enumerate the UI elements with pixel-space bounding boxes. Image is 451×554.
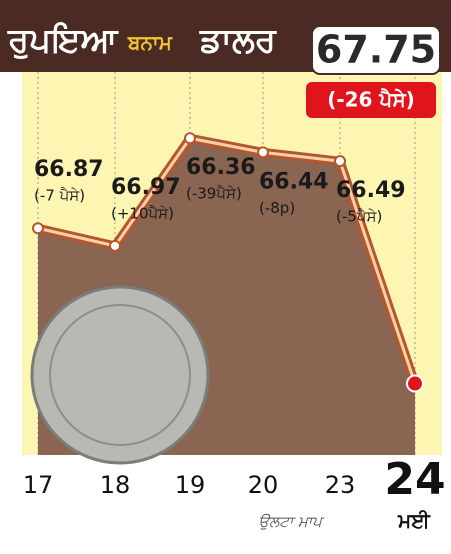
title-end: ਡਾਲਰ	[199, 21, 278, 61]
x-note: ਉਲਟਾ ਮਾਪ	[258, 513, 325, 531]
value-label: 66.87	[34, 157, 104, 182]
x-tick-label: 24	[384, 454, 445, 505]
line-highlight	[37, 136, 417, 385]
point	[184, 132, 196, 145]
point	[406, 374, 424, 393]
change-label: (+10ਪੈਸੇ)	[111, 204, 174, 222]
point	[32, 222, 44, 235]
value-label: 66.44	[259, 169, 329, 194]
title: ਰੁਪਇਆ	[7, 21, 120, 61]
change-label: (-7 ਪੈਸੇ)	[34, 187, 85, 205]
x-tick-label: 17	[23, 471, 54, 499]
current-value-box	[311, 25, 441, 75]
point	[334, 155, 346, 168]
value-label: 66.97	[111, 175, 181, 200]
x-tick-label: 18	[100, 471, 131, 499]
x-tick-label: 19	[175, 471, 206, 499]
x-tick-label: 20	[248, 471, 279, 499]
point	[257, 146, 269, 159]
change-label: (-8p)	[259, 199, 295, 217]
current-value: 67.75	[316, 28, 436, 72]
x-tick-label: 23	[325, 471, 356, 499]
current-change: (-26 ਪੈਸੇ)	[327, 87, 415, 112]
coin	[30, 285, 210, 465]
change-label: (-5ਪੈਸੇ)	[336, 208, 382, 226]
point	[109, 239, 121, 252]
current-change-box	[306, 82, 436, 118]
title-middle: ਬਨਾਮ	[127, 31, 173, 55]
value-label: 66.36	[186, 155, 256, 180]
x-unit: ਮਈ	[397, 509, 431, 533]
coin-inner	[49, 304, 191, 446]
value-label: 66.49	[336, 178, 406, 203]
change-label: (-39ਪੈਸੇ)	[186, 185, 242, 203]
plot: 66.87 (-7 ਪੈਸੇ) 66.97 (+10ਪੈਸੇ) 66.36 (-39ਪੈਸ…	[23, 72, 446, 505]
